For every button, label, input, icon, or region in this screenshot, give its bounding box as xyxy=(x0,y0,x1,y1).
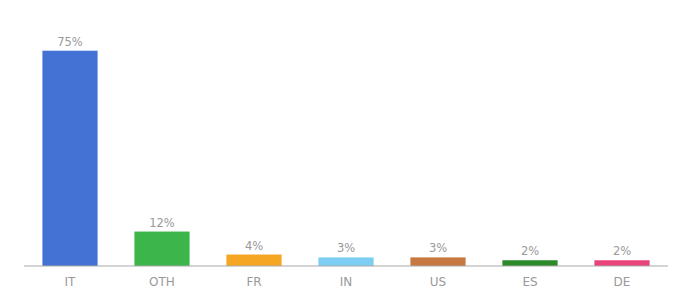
bar xyxy=(42,51,97,266)
data-labels: 75% 12% 4% 3% 3% 2% 2% xyxy=(57,35,631,259)
x-tick-label: IN xyxy=(340,275,353,289)
bar xyxy=(502,260,557,266)
bar xyxy=(594,260,649,266)
chart-container: 75% 12% 4% 3% 3% 2% 2% IT OTH FR IN US ES DE xyxy=(0,0,680,300)
chart: 75% 12% 4% 3% 3% 2% 2% IT OTH FR IN US ES DE xyxy=(0,0,680,300)
x-tick-label: DE xyxy=(614,275,631,289)
data-label: 2% xyxy=(613,244,631,258)
data-label: 4% xyxy=(245,239,263,253)
x-axis: IT OTH FR IN US ES DE xyxy=(65,275,631,289)
x-tick-label: ES xyxy=(522,275,537,289)
data-label: 2% xyxy=(521,244,539,258)
data-label: 75% xyxy=(57,35,83,49)
x-tick-label: US xyxy=(430,275,446,289)
x-tick-label: OTH xyxy=(149,275,175,289)
data-label: 12% xyxy=(149,216,175,230)
bar xyxy=(134,232,189,266)
x-tick-label: IT xyxy=(65,275,77,289)
data-label: 3% xyxy=(429,241,447,255)
bars xyxy=(42,51,649,266)
bar xyxy=(226,255,281,266)
axis-line xyxy=(24,265,668,266)
bar xyxy=(410,257,465,266)
bar xyxy=(318,257,373,266)
data-label: 3% xyxy=(337,241,355,255)
x-tick-label: FR xyxy=(246,275,261,289)
